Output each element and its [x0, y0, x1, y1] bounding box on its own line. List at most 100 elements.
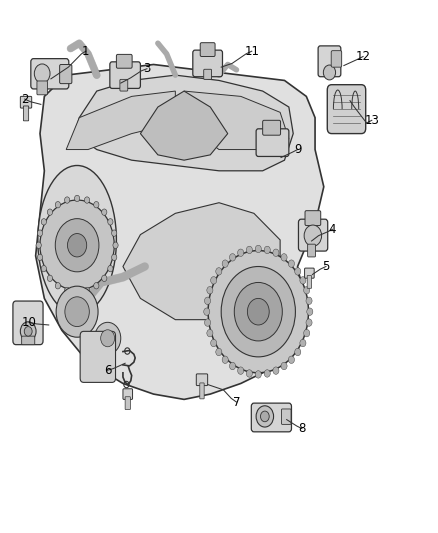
Circle shape: [85, 287, 90, 294]
Circle shape: [74, 195, 80, 201]
Circle shape: [255, 245, 261, 253]
Circle shape: [222, 260, 228, 268]
Text: 3: 3: [143, 62, 151, 75]
Circle shape: [108, 219, 113, 225]
FancyBboxPatch shape: [327, 85, 366, 134]
Circle shape: [41, 265, 46, 272]
FancyBboxPatch shape: [200, 383, 204, 399]
Circle shape: [238, 367, 244, 374]
Circle shape: [47, 209, 53, 215]
Circle shape: [323, 65, 336, 80]
FancyBboxPatch shape: [251, 403, 291, 432]
Circle shape: [304, 287, 310, 294]
Circle shape: [67, 233, 87, 257]
Circle shape: [221, 266, 295, 357]
Text: 12: 12: [356, 50, 371, 63]
Circle shape: [55, 201, 60, 208]
FancyBboxPatch shape: [31, 59, 69, 89]
FancyBboxPatch shape: [193, 50, 223, 77]
Circle shape: [281, 362, 287, 370]
FancyBboxPatch shape: [110, 62, 141, 88]
Text: 6: 6: [104, 364, 111, 377]
FancyBboxPatch shape: [21, 336, 35, 345]
Circle shape: [264, 370, 270, 377]
Polygon shape: [66, 91, 175, 150]
FancyBboxPatch shape: [37, 81, 47, 95]
Circle shape: [64, 287, 70, 294]
Circle shape: [112, 254, 117, 261]
Circle shape: [222, 356, 228, 364]
Polygon shape: [123, 203, 280, 320]
Circle shape: [204, 308, 210, 316]
Circle shape: [41, 219, 46, 225]
FancyBboxPatch shape: [307, 276, 311, 288]
Circle shape: [304, 225, 321, 246]
FancyBboxPatch shape: [282, 409, 291, 424]
Circle shape: [238, 249, 244, 256]
Circle shape: [47, 275, 53, 281]
FancyBboxPatch shape: [200, 43, 215, 56]
Circle shape: [207, 329, 213, 337]
Circle shape: [216, 348, 222, 356]
Circle shape: [24, 327, 32, 336]
Text: 8: 8: [298, 422, 306, 435]
Circle shape: [36, 242, 41, 248]
FancyBboxPatch shape: [305, 211, 321, 225]
Circle shape: [37, 254, 42, 261]
Ellipse shape: [38, 165, 117, 314]
FancyBboxPatch shape: [123, 389, 133, 399]
FancyBboxPatch shape: [80, 332, 116, 382]
Circle shape: [108, 265, 113, 272]
Circle shape: [113, 242, 118, 248]
Circle shape: [300, 340, 306, 347]
Circle shape: [74, 289, 80, 295]
Circle shape: [205, 319, 211, 326]
FancyBboxPatch shape: [331, 51, 342, 67]
Text: 5: 5: [322, 260, 330, 273]
Text: 1: 1: [82, 45, 90, 58]
Circle shape: [255, 370, 261, 378]
Circle shape: [34, 64, 50, 83]
Circle shape: [304, 329, 310, 337]
Circle shape: [256, 406, 274, 427]
Circle shape: [211, 340, 217, 347]
FancyBboxPatch shape: [125, 397, 131, 409]
Circle shape: [55, 282, 60, 289]
FancyBboxPatch shape: [304, 268, 314, 278]
Circle shape: [40, 200, 114, 290]
Circle shape: [102, 275, 107, 281]
Circle shape: [288, 260, 294, 268]
Circle shape: [273, 367, 279, 374]
Polygon shape: [35, 64, 324, 399]
FancyBboxPatch shape: [23, 106, 28, 121]
FancyBboxPatch shape: [307, 244, 315, 257]
Text: 9: 9: [294, 143, 301, 156]
Circle shape: [288, 356, 294, 364]
Circle shape: [55, 219, 99, 272]
Circle shape: [264, 246, 270, 254]
Polygon shape: [184, 91, 289, 150]
FancyBboxPatch shape: [20, 96, 32, 108]
Polygon shape: [75, 75, 293, 171]
Circle shape: [230, 254, 236, 261]
Text: 13: 13: [364, 114, 379, 127]
Circle shape: [64, 197, 70, 203]
FancyBboxPatch shape: [117, 54, 132, 68]
Circle shape: [295, 268, 301, 275]
Circle shape: [208, 251, 308, 373]
Circle shape: [20, 322, 36, 341]
Circle shape: [273, 249, 279, 256]
Circle shape: [246, 370, 252, 377]
FancyBboxPatch shape: [204, 69, 212, 79]
FancyBboxPatch shape: [263, 120, 281, 135]
FancyBboxPatch shape: [13, 301, 43, 345]
FancyBboxPatch shape: [256, 129, 289, 157]
Circle shape: [247, 298, 269, 325]
Polygon shape: [141, 91, 228, 160]
Circle shape: [211, 277, 217, 284]
FancyBboxPatch shape: [60, 64, 72, 84]
Circle shape: [207, 287, 213, 294]
Circle shape: [230, 362, 236, 370]
Circle shape: [37, 230, 42, 236]
Circle shape: [295, 348, 301, 356]
